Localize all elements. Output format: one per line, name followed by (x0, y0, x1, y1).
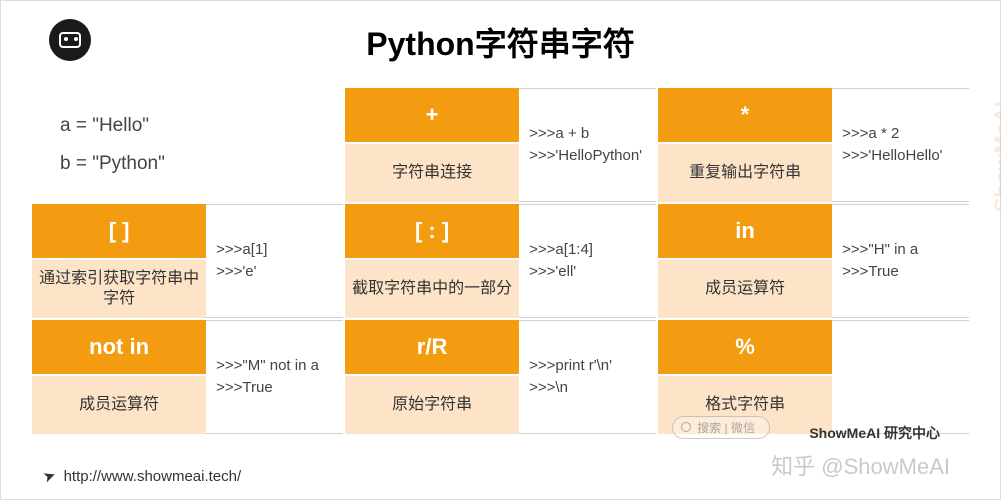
empty-cell (206, 88, 343, 202)
example-line: >>>"M" not in a (216, 355, 343, 378)
logo-badge (49, 19, 91, 61)
op-example: >>>"M" not in a >>>True (206, 320, 343, 434)
example-line: >>>print r'\n' (529, 355, 656, 378)
op-desc: 字符串连接 (345, 144, 519, 202)
side-watermark-2: ShowMeAI (990, 101, 1001, 212)
op-example: >>>a * 2 >>>'HelloHello' (832, 88, 969, 202)
vars-block: a = "Hello" b = "Python" (32, 88, 206, 202)
search-chip: 搜索 | 微信 (672, 416, 770, 439)
op-cell-raw: r/R 原始字符串 >>>print r'\n' >>>\n (344, 319, 657, 435)
var-a: a = "Hello" (60, 115, 206, 137)
example-line: >>>"H" in a (842, 239, 969, 262)
footer: ➤ http://www.showmeai.tech/ (43, 467, 241, 485)
op-desc: 截取字符串中的一部分 (345, 260, 519, 318)
op-example: >>>a + b >>>'HelloPython' (519, 88, 656, 202)
op-example: >>>"H" in a >>>True (832, 204, 969, 318)
op-symbol: r/R (345, 320, 519, 376)
example-line: >>>a + b (529, 123, 656, 146)
op-example: >>>a[1] >>>'e' (206, 204, 343, 318)
footer-url: http://www.showmeai.tech/ (64, 468, 242, 485)
op-symbol: * (658, 88, 832, 144)
example-line: >>>True (842, 261, 969, 284)
page-title: Python字符串字符 (1, 1, 1000, 65)
table-row: a = "Hello" b = "Python" + 字符串连接 >>>a + … (31, 87, 970, 203)
zhihu-watermark: 知乎 @ShowMeAI (771, 449, 950, 481)
op-desc: 原始字符串 (345, 376, 519, 434)
op-symbol: [ ] (32, 204, 206, 260)
op-symbol: not in (32, 320, 206, 376)
op-example: >>>print r'\n' >>>\n (519, 320, 656, 434)
example-line: >>>a[1:4] (529, 239, 656, 262)
op-cell-in: in 成员运算符 >>>"H" in a >>>True (657, 203, 970, 319)
op-example: >>>a[1:4] >>>'ell' (519, 204, 656, 318)
op-desc: 通过索引获取字符串中字符 (32, 260, 206, 318)
op-symbol: in (658, 204, 832, 260)
example-line: >>>a[1] (216, 239, 343, 262)
op-symbol: [ : ] (345, 204, 519, 260)
op-cell-notin: not in 成员运算符 >>>"M" not in a >>>True (31, 319, 344, 435)
op-cell-slice: [ : ] 截取字符串中的一部分 >>>a[1:4] >>>'ell' (344, 203, 657, 319)
example-line: >>>'e' (216, 261, 343, 284)
cursor-icon: ➤ (40, 465, 58, 486)
example-line: >>>'HelloPython' (529, 145, 656, 168)
op-cell-plus: + 字符串连接 >>>a + b >>>'HelloPython' (344, 87, 657, 203)
op-cell-index: [ ] 通过索引获取字符串中字符 >>>a[1] >>>'e' (31, 203, 344, 319)
op-desc: 成员运算符 (658, 260, 832, 318)
table-row: not in 成员运算符 >>>"M" not in a >>>True r/R… (31, 319, 970, 435)
op-cell-star: * 重复输出字符串 >>>a * 2 >>>'HelloHello' (657, 87, 970, 203)
op-desc: 成员运算符 (32, 376, 206, 434)
table-row: [ ] 通过索引获取字符串中字符 >>>a[1] >>>'e' [ : ] 截取… (31, 203, 970, 319)
example-line: >>>\n (529, 377, 656, 400)
op-example (832, 320, 969, 434)
operator-table: a = "Hello" b = "Python" + 字符串连接 >>>a + … (31, 87, 970, 435)
example-line: >>>True (216, 377, 343, 400)
logo-icon (59, 32, 81, 48)
credit-text: ShowMeAI 研究中心 (809, 423, 940, 443)
op-symbol: % (658, 320, 832, 376)
op-desc: 重复输出字符串 (658, 144, 832, 202)
op-symbol: + (345, 88, 519, 144)
var-b: b = "Python" (60, 153, 206, 175)
vars-cell: a = "Hello" b = "Python" (31, 87, 344, 203)
example-line: >>>a * 2 (842, 123, 969, 146)
example-line: >>>'ell' (529, 261, 656, 284)
example-line: >>>'HelloHello' (842, 145, 969, 168)
